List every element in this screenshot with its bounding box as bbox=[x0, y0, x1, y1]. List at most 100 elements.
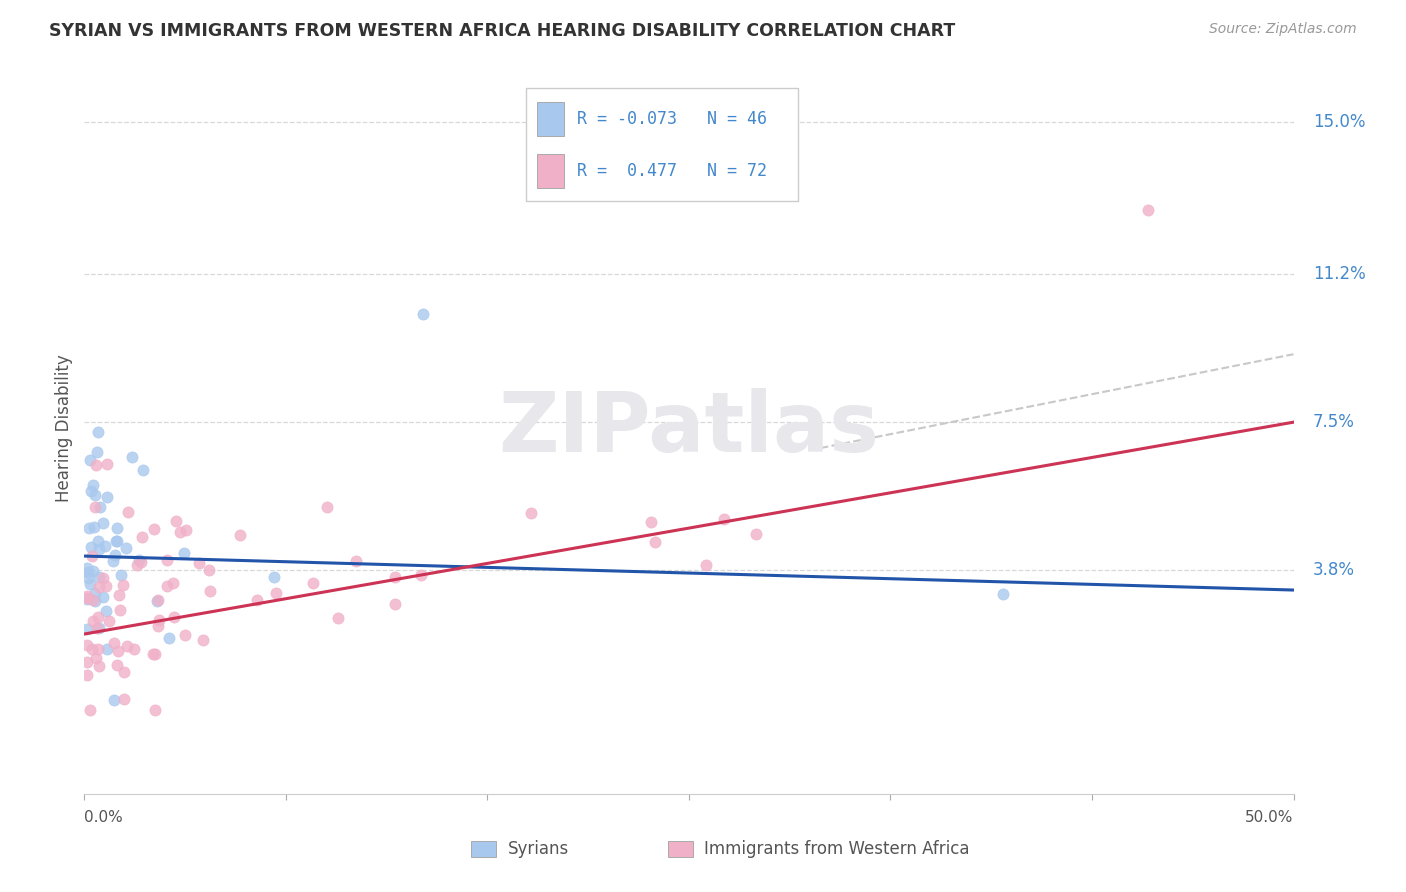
Point bbox=[142, 648, 165, 662]
Point bbox=[191, 632, 214, 647]
Point bbox=[87, 609, 110, 624]
Text: 50.0%: 50.0% bbox=[1246, 810, 1294, 825]
Point bbox=[82, 592, 104, 607]
Point bbox=[412, 307, 434, 321]
Point bbox=[79, 703, 101, 717]
Point bbox=[173, 545, 195, 559]
Point bbox=[197, 563, 219, 577]
Point bbox=[114, 541, 136, 555]
Point bbox=[169, 524, 191, 539]
Point bbox=[82, 477, 104, 491]
Point bbox=[98, 614, 121, 628]
Point bbox=[89, 541, 111, 556]
Point bbox=[112, 578, 135, 592]
FancyBboxPatch shape bbox=[526, 88, 797, 202]
Point bbox=[80, 540, 103, 554]
Point bbox=[89, 500, 111, 514]
Point bbox=[246, 593, 269, 607]
Point bbox=[117, 639, 139, 653]
Point bbox=[163, 610, 186, 624]
Point bbox=[86, 445, 108, 459]
Point bbox=[264, 586, 287, 600]
Point bbox=[96, 604, 118, 618]
Point bbox=[76, 566, 98, 580]
Point bbox=[89, 659, 111, 673]
Point bbox=[198, 583, 221, 598]
Point bbox=[76, 589, 98, 603]
Point bbox=[146, 594, 169, 608]
Point bbox=[91, 590, 114, 604]
Point bbox=[86, 621, 108, 635]
Point bbox=[145, 703, 167, 717]
Text: 0.0%: 0.0% bbox=[84, 810, 124, 825]
Point bbox=[76, 561, 98, 575]
Point bbox=[520, 507, 543, 521]
Point bbox=[156, 579, 179, 593]
Point bbox=[76, 668, 98, 682]
Point bbox=[87, 570, 110, 584]
Text: ZIPatlas: ZIPatlas bbox=[499, 388, 879, 468]
Point bbox=[131, 463, 153, 477]
Point bbox=[84, 651, 107, 665]
Point bbox=[89, 580, 111, 594]
Point bbox=[83, 594, 105, 608]
Point bbox=[76, 571, 98, 585]
Point bbox=[1137, 203, 1160, 218]
Point bbox=[76, 655, 98, 669]
Point bbox=[713, 512, 735, 526]
Point bbox=[165, 515, 187, 529]
Point bbox=[640, 515, 662, 529]
Point bbox=[91, 516, 114, 531]
Point bbox=[86, 425, 108, 439]
Point bbox=[301, 576, 323, 591]
Point bbox=[174, 628, 197, 642]
Bar bbox=[668, 841, 693, 857]
Point bbox=[105, 533, 128, 548]
Text: SYRIAN VS IMMIGRANTS FROM WESTERN AFRICA HEARING DISABILITY CORRELATION CHART: SYRIAN VS IMMIGRANTS FROM WESTERN AFRICA… bbox=[49, 22, 956, 40]
Point bbox=[94, 539, 117, 553]
Point bbox=[644, 535, 666, 549]
Point bbox=[86, 642, 108, 657]
Point bbox=[105, 521, 128, 535]
Y-axis label: Hearing Disability: Hearing Disability bbox=[55, 354, 73, 502]
Point bbox=[77, 521, 100, 535]
Point bbox=[112, 665, 135, 679]
Point bbox=[84, 488, 107, 502]
Point bbox=[411, 567, 433, 582]
Point bbox=[326, 611, 349, 625]
Point bbox=[87, 533, 110, 548]
Point bbox=[108, 603, 131, 617]
Point bbox=[228, 528, 250, 542]
Point bbox=[82, 615, 104, 629]
Text: R = -0.073   N = 46: R = -0.073 N = 46 bbox=[578, 110, 768, 128]
Point bbox=[993, 587, 1015, 601]
Point bbox=[80, 642, 103, 657]
Point bbox=[89, 621, 111, 635]
Point bbox=[143, 522, 166, 536]
Point bbox=[107, 644, 129, 658]
Bar bbox=[537, 153, 564, 188]
Point bbox=[103, 636, 125, 650]
Text: 3.8%: 3.8% bbox=[1313, 561, 1355, 579]
Point bbox=[156, 553, 179, 567]
Point bbox=[76, 592, 98, 607]
Point bbox=[148, 613, 170, 627]
Point bbox=[80, 484, 103, 499]
Point bbox=[101, 554, 124, 568]
Point bbox=[117, 505, 139, 519]
Point bbox=[83, 520, 105, 534]
Point bbox=[105, 534, 128, 549]
Point bbox=[96, 457, 118, 471]
Text: Syrians: Syrians bbox=[508, 840, 569, 858]
Point bbox=[143, 647, 166, 661]
Point bbox=[76, 591, 98, 605]
Point bbox=[79, 576, 101, 591]
Point bbox=[84, 500, 107, 514]
Point bbox=[96, 490, 118, 504]
Point bbox=[112, 691, 135, 706]
Bar bbox=[537, 102, 564, 136]
Point bbox=[108, 588, 131, 602]
Point bbox=[94, 579, 117, 593]
Point bbox=[104, 548, 127, 562]
Point bbox=[121, 450, 143, 464]
